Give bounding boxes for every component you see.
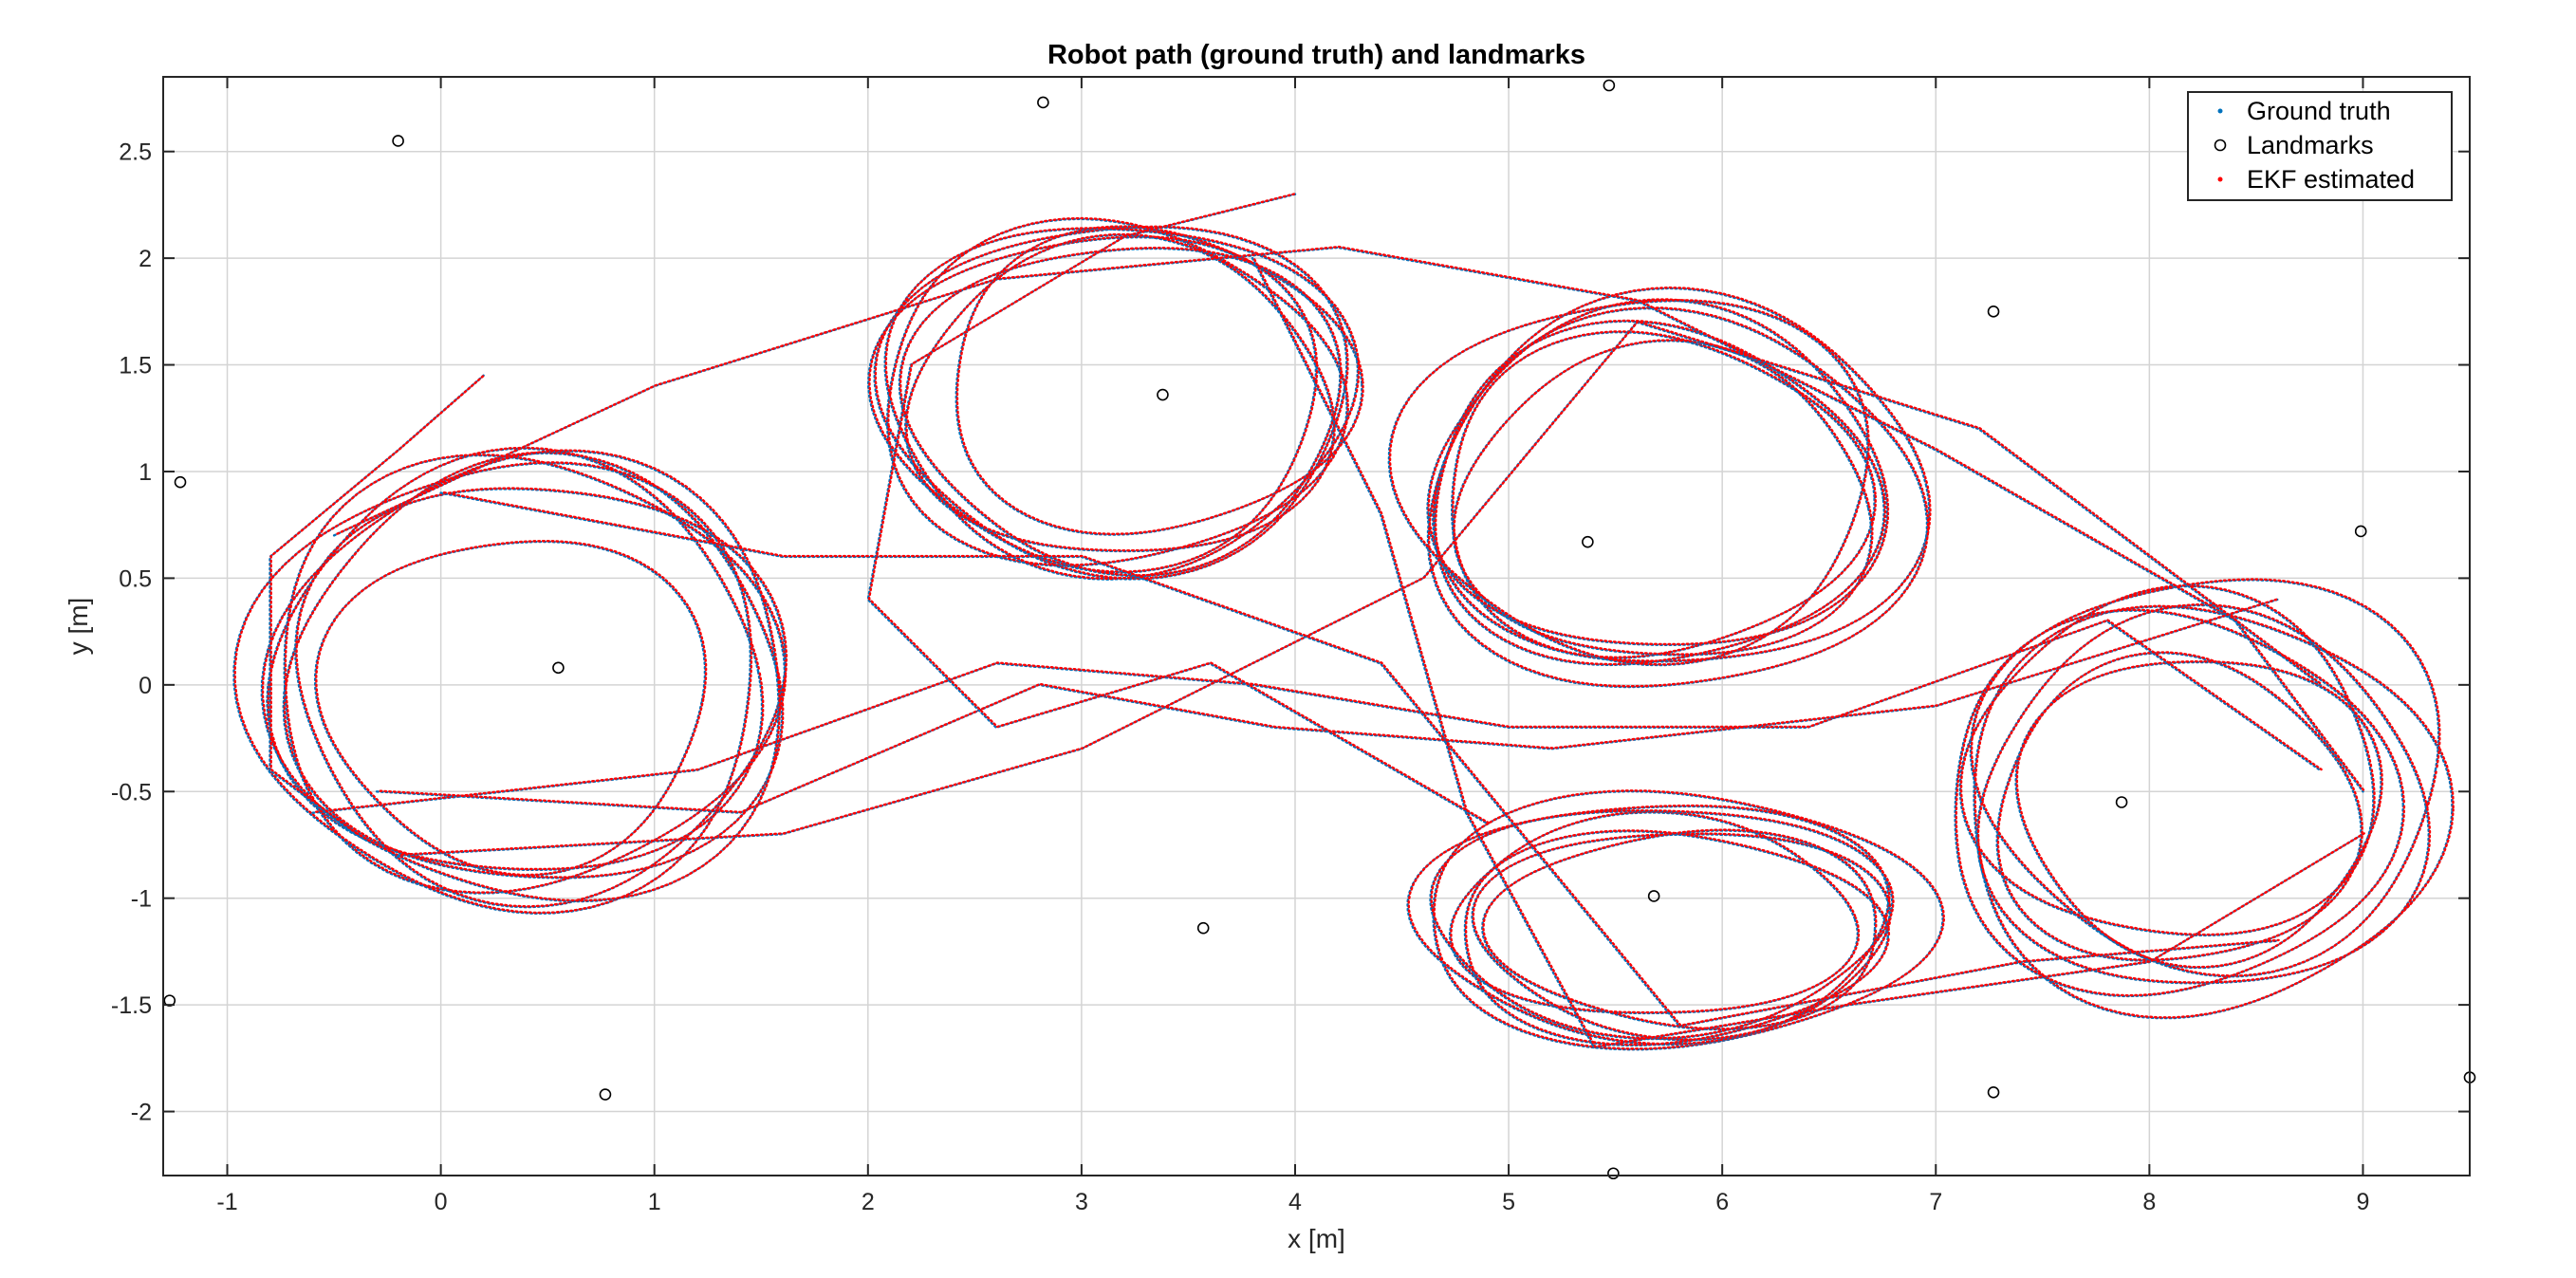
plot-area-border	[162, 76, 2471, 1176]
ekf-trajectory	[874, 225, 1349, 580]
ekf-trajectory	[269, 373, 486, 835]
ekf-trajectory	[905, 232, 1336, 552]
landmark-point	[2115, 796, 2128, 808]
ekf-trajectory	[2015, 660, 2383, 969]
ekf-trajectory	[1428, 306, 1930, 688]
ekf-trajectory	[1970, 578, 2441, 977]
landmark-point	[599, 1088, 612, 1101]
landmark-point	[2354, 525, 2367, 538]
legend-label-landmarks: Landmarks	[2247, 131, 2374, 159]
landmark-point	[1582, 535, 1594, 548]
ground-truth-trajectory	[1975, 603, 2431, 985]
legend-marker-ground-truth	[2217, 108, 2223, 114]
chart-title: Robot path (ground truth) and landmarks	[1047, 40, 1585, 70]
ekf-trajectory	[1388, 299, 1870, 666]
x-tick-label: 2	[862, 1189, 875, 1215]
ekf-trajectory	[884, 227, 1361, 581]
ekf-trajectory	[1976, 602, 2432, 984]
x-tick-label: -1	[216, 1189, 237, 1215]
y-tick-label: 2	[139, 246, 152, 272]
ekf-trajectory	[1452, 330, 1877, 659]
y-tick-label: -0.5	[111, 779, 152, 806]
ground-truth-trajectory	[1958, 584, 2375, 937]
x-axis-label: x [m]	[1288, 1224, 1345, 1253]
ekf-trajectory	[1959, 583, 2376, 936]
landmark-point	[1037, 96, 1049, 109]
y-tick-label: -1.5	[111, 992, 152, 1019]
landmark-point	[1987, 306, 2000, 318]
ekf-trajectory	[867, 192, 1490, 824]
x-tick-label: 9	[2357, 1189, 2370, 1215]
ekf-trajectory	[899, 246, 1343, 577]
y-tick-label: 1.5	[119, 353, 152, 380]
x-tick-label: 7	[1929, 1189, 1942, 1215]
y-tick-label: 0.5	[119, 565, 152, 592]
y-tick-label: 0	[139, 673, 152, 699]
ekf-trajectory	[1453, 339, 1874, 656]
ekf-trajectory	[398, 320, 2323, 857]
landmark-point	[163, 994, 176, 1007]
x-tick-label: 5	[1502, 1189, 1515, 1215]
ekf-trajectory	[261, 449, 782, 902]
ground-truth-trajectory	[397, 321, 2322, 857]
ekf-trajectory	[1464, 829, 1891, 1046]
ground-truth-trajectory	[294, 488, 788, 909]
landmark-point	[552, 661, 565, 675]
landmarks	[163, 79, 2476, 1180]
legend-entry-ground-truth: Ground truth	[2217, 97, 2391, 125]
ekf-trajectory	[233, 461, 753, 915]
ground-truth-trajectory	[1471, 833, 1891, 1042]
legend-entry-landmarks: Landmarks	[2214, 131, 2374, 159]
x-tick-label: 6	[1715, 1189, 1729, 1215]
ekf-trajectory	[1434, 319, 1887, 666]
ekf-trajectory	[284, 453, 788, 894]
ekf-trajectory	[312, 619, 2323, 814]
ekf-trajectory	[377, 597, 2280, 814]
ekf-trajectory	[1482, 828, 1878, 1030]
landmark-point	[1647, 890, 1660, 902]
x-tick-label: 1	[648, 1189, 661, 1215]
ekf-trajectory	[295, 487, 788, 908]
robot-path	[232, 192, 2455, 1051]
y-tick-label: 1	[139, 459, 152, 486]
landmark-point	[174, 475, 187, 489]
ekf-trajectory	[1252, 256, 2365, 1048]
y-tick-label: -1	[131, 886, 152, 913]
y-tick-label: 2.5	[119, 139, 152, 166]
ground-truth-trajectory	[866, 193, 1489, 825]
landmark-point	[1987, 1086, 2000, 1099]
ground-truth-trajectory	[283, 454, 787, 895]
y-tick-label: -2	[131, 1100, 152, 1126]
ground-truth-trajectory	[898, 247, 1342, 578]
legend-label-ground-truth: Ground truth	[2247, 97, 2391, 125]
ekf-trajectory	[440, 491, 2280, 1028]
ekf-trajectory	[868, 235, 1319, 573]
landmark-point	[1196, 921, 1210, 935]
ground-truth-trajectory	[1480, 829, 1877, 1031]
ekf-trajectory	[334, 245, 2365, 792]
x-tick-label: 0	[435, 1189, 448, 1215]
landmark-point	[1157, 388, 1169, 401]
ekf-trajectory	[315, 539, 708, 877]
legend-marker-landmarks	[2214, 139, 2227, 152]
y-axis-label: y [m]	[64, 598, 93, 656]
legend: Ground truth Landmarks EKF estimated	[2187, 91, 2453, 201]
landmark-point	[1607, 1167, 1620, 1180]
legend-box	[2187, 91, 2453, 201]
x-tick-label: 8	[2142, 1189, 2156, 1215]
x-tick-label: 3	[1075, 1189, 1088, 1215]
ticks: -1 0 1 2 3 4 5 6 7 8 9 2.5 2 1.5 1 0.5 0 -0.5 -1 -1.5 -2	[111, 77, 2470, 1215]
legend-entry-ekf-estimated: EKF estimated	[2217, 165, 2415, 194]
landmark-point	[1603, 79, 1616, 92]
ekf-trajectory	[1430, 809, 1895, 1040]
legend-marker-ekf-estimated	[2217, 176, 2223, 182]
landmark-point	[392, 135, 404, 147]
x-tick-label: 4	[1288, 1189, 1302, 1215]
legend-label-ekf-estimated: EKF estimated	[2247, 165, 2415, 194]
